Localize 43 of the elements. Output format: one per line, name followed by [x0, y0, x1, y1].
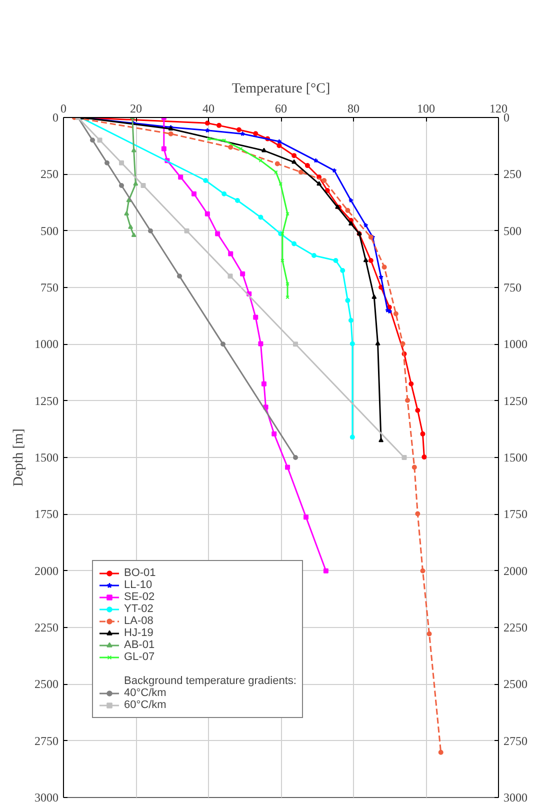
y2-tick-label: 250 [504, 167, 522, 182]
y2-tick-label: 750 [504, 280, 522, 294]
legend-label: LA-08 [124, 615, 154, 627]
y2-tick-label: 1000 [504, 337, 528, 352]
y-tick-label: 750 [40, 280, 58, 294]
y2-tick-label: 3000 [504, 790, 528, 803]
x-tick-label: 60 [275, 102, 287, 116]
y-tick-label: 1250 [34, 394, 58, 408]
legend-label: 60°C/km [124, 699, 166, 711]
legend-label: HJ-19 [124, 627, 154, 639]
y-tick-label: 2750 [34, 734, 58, 748]
x-tick-label: 100 [417, 102, 435, 116]
y-tick-label: 3000 [34, 790, 58, 803]
x-tick-label: 40 [202, 102, 214, 116]
x-axis-title: Temperature [°C] [232, 82, 330, 96]
y2-tick-label: 1250 [504, 394, 528, 408]
legend-label: BO-01 [124, 567, 156, 579]
x-tick-label: 80 [348, 102, 360, 116]
y2-tick-label: 1750 [504, 507, 528, 522]
y2-tick-label: 2000 [504, 564, 528, 578]
y2-tick-label: 500 [504, 224, 522, 238]
legend-label: GL-07 [124, 651, 155, 663]
y-tick-label: 2250 [34, 620, 58, 634]
legend-label: YT-02 [124, 603, 154, 615]
x-tick-label: 20 [130, 102, 142, 116]
y2-tick-label: 2750 [504, 734, 528, 748]
legend-label: 40°C/km [124, 687, 166, 699]
y-tick-label: 2500 [34, 677, 58, 692]
legend-label: SE-02 [124, 591, 155, 603]
y-tick-label: 1000 [34, 337, 58, 352]
y-tick-label: 250 [40, 167, 58, 182]
y2-tick-label: 1500 [504, 450, 528, 464]
y-tick-label: 0 [52, 110, 58, 124]
y-axis-title: Depth [m] [12, 428, 26, 486]
y2-tick-label: 2500 [504, 677, 528, 692]
legend-label: LL-10 [124, 579, 152, 591]
y2-tick-label: 2250 [504, 620, 528, 634]
y-tick-label: 2000 [34, 564, 58, 578]
y-tick-label: 1750 [34, 507, 58, 522]
y-tick-label: 500 [40, 224, 58, 238]
annotation: Background temperature gradients: [124, 675, 296, 687]
y-tick-label: 1500 [34, 450, 58, 464]
legend-label: AB-01 [124, 639, 155, 651]
